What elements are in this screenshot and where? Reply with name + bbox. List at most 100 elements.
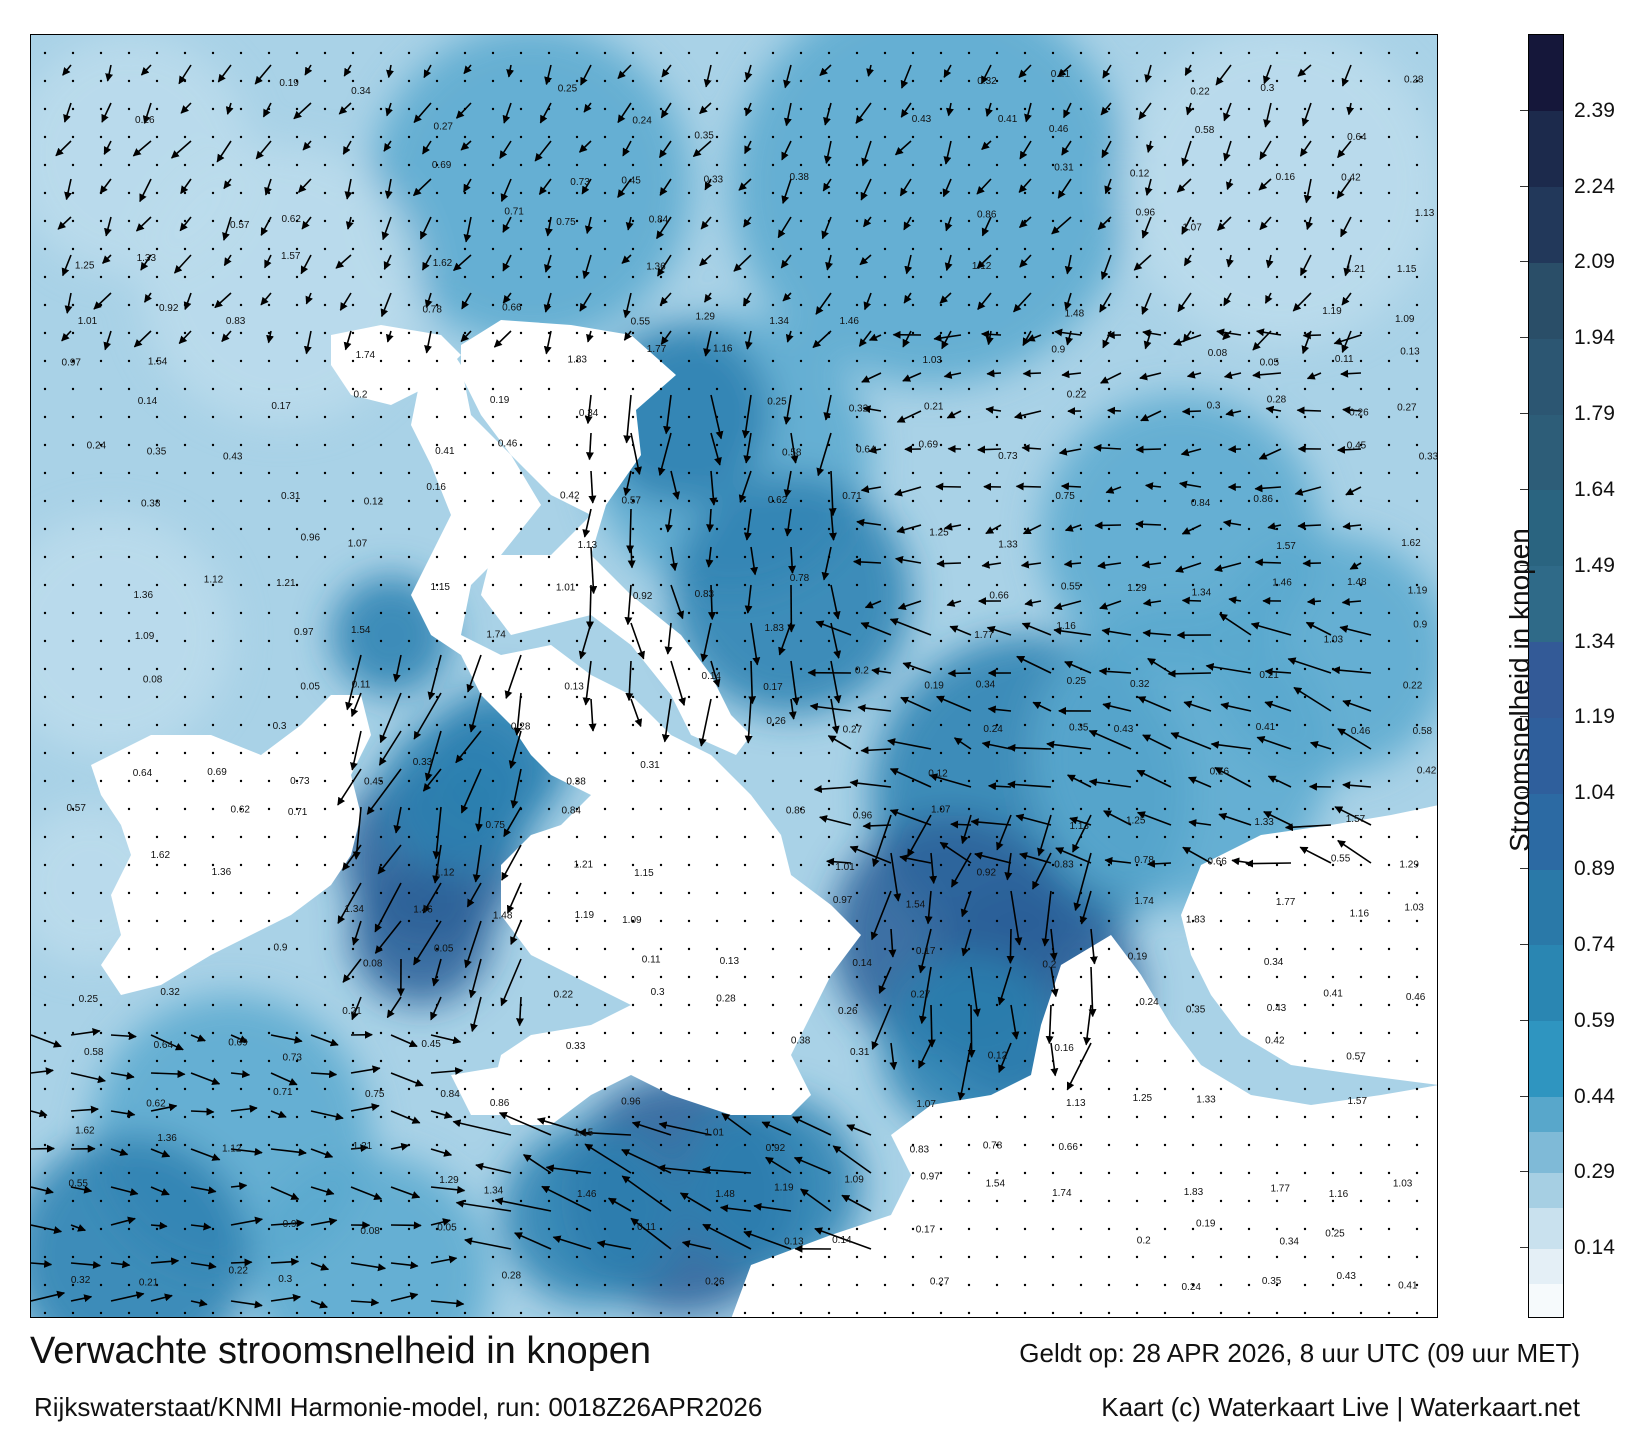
grid-dot — [351, 1003, 355, 1007]
grid-dot — [491, 443, 495, 447]
grid-dot — [127, 751, 131, 755]
grid-dot — [519, 1199, 523, 1203]
grid-dot — [491, 751, 495, 755]
grid-dot — [183, 79, 187, 83]
current-arrow — [1267, 522, 1282, 531]
grid-dot — [1415, 247, 1419, 251]
grid-dot — [1247, 1115, 1251, 1119]
grid-dot — [855, 807, 859, 811]
grid-dot — [211, 331, 215, 335]
current-arrow — [1341, 292, 1352, 306]
grid-dot — [379, 415, 383, 419]
current-arrow — [1022, 369, 1042, 378]
grid-dot — [575, 163, 579, 167]
grid-dot — [1107, 639, 1111, 643]
grid-dot — [43, 975, 47, 979]
current-arrow — [1135, 520, 1162, 529]
grid-dot — [1247, 275, 1251, 279]
grid-dot — [379, 751, 383, 755]
grid-dot — [183, 135, 187, 139]
grid-dot — [1387, 779, 1391, 783]
grid-dot — [379, 499, 383, 503]
grid-dot — [1247, 471, 1251, 475]
current-arrow — [1146, 859, 1172, 868]
current-arrow — [1045, 1004, 1054, 1045]
grid-dot — [939, 163, 943, 167]
current-arrow — [270, 1034, 303, 1044]
current-arrow — [1254, 484, 1282, 493]
current-arrow — [366, 768, 402, 815]
grid-dot — [799, 331, 803, 335]
current-speed-map[interactable]: 0.19 0.34 0.25 0.32 0.21 0.22 0.3 0.28 0.26 0.27 0… — [30, 34, 1438, 1318]
grid-dot — [43, 1143, 47, 1147]
colorbar-tick-label: 2.24 — [1574, 174, 1615, 198]
grid-dot — [351, 583, 355, 587]
grid-dot — [659, 415, 663, 419]
grid-dot — [575, 807, 579, 811]
grid-dot — [43, 667, 47, 671]
grid-dot — [1023, 1283, 1027, 1287]
grid-dot — [1303, 751, 1307, 755]
grid-dot — [99, 723, 103, 727]
grid-dot — [967, 583, 971, 587]
speed-label: 0.96 — [853, 810, 873, 821]
grid-dot — [1359, 835, 1363, 839]
grid-dot — [575, 51, 579, 55]
speed-label: 0.78 — [790, 573, 810, 584]
grid-dot — [603, 919, 607, 923]
grid-dot — [1359, 891, 1363, 895]
current-arrow — [830, 698, 840, 735]
speed-label: 1.57 — [1276, 541, 1296, 552]
grid-dot — [183, 639, 187, 643]
grid-dot — [995, 387, 999, 391]
current-arrow — [1041, 890, 1052, 947]
grid-dot — [71, 835, 75, 839]
current-arrow — [1142, 329, 1162, 338]
grid-dot — [1135, 947, 1139, 951]
grid-dot — [379, 835, 383, 839]
grid-dot — [967, 695, 971, 699]
grid-dot — [911, 863, 915, 867]
grid-dot — [1107, 79, 1111, 83]
grid-dot — [127, 639, 131, 643]
grid-dot — [519, 1311, 523, 1315]
grid-dot — [743, 667, 747, 671]
grid-dot — [911, 387, 915, 391]
speed-label: 0.55 — [1331, 854, 1351, 865]
grid-dot — [407, 275, 411, 279]
grid-dot — [1163, 443, 1167, 447]
grid-dot — [883, 415, 887, 419]
current-arrow — [1299, 846, 1332, 864]
current-arrow — [1103, 810, 1132, 826]
speed-label: 0.43 — [223, 452, 243, 463]
grid-dot — [323, 1059, 327, 1063]
grid-dot — [603, 107, 607, 111]
current-arrow — [710, 660, 721, 688]
current-arrow — [821, 546, 832, 581]
grid-dot — [939, 1255, 943, 1259]
grid-dot — [547, 163, 551, 167]
grid-dot — [967, 471, 971, 475]
grid-dot — [1023, 1115, 1027, 1119]
grid-dot — [127, 247, 131, 251]
grid-dot — [967, 863, 971, 867]
grid-dot — [547, 51, 551, 55]
speed-label: 0.69 — [207, 767, 227, 778]
current-arrow — [1100, 254, 1112, 280]
speed-label: 1.62 — [1401, 538, 1421, 549]
grid-dot — [1163, 135, 1167, 139]
current-arrow — [733, 254, 752, 272]
grid-dot — [1359, 555, 1363, 559]
grid-dot — [1163, 499, 1167, 503]
speed-label: 0.83 — [910, 1144, 930, 1155]
speed-label: 0.97 — [294, 627, 314, 638]
grid-dot — [1247, 779, 1251, 783]
grid-dot — [435, 1283, 439, 1287]
grid-dot — [155, 751, 159, 755]
grid-dot — [1163, 975, 1167, 979]
grid-dot — [491, 1171, 495, 1175]
current-arrow — [1167, 669, 1212, 678]
grid-dot — [1163, 1311, 1167, 1315]
current-arrow — [623, 394, 632, 444]
grid-dot — [295, 891, 299, 895]
